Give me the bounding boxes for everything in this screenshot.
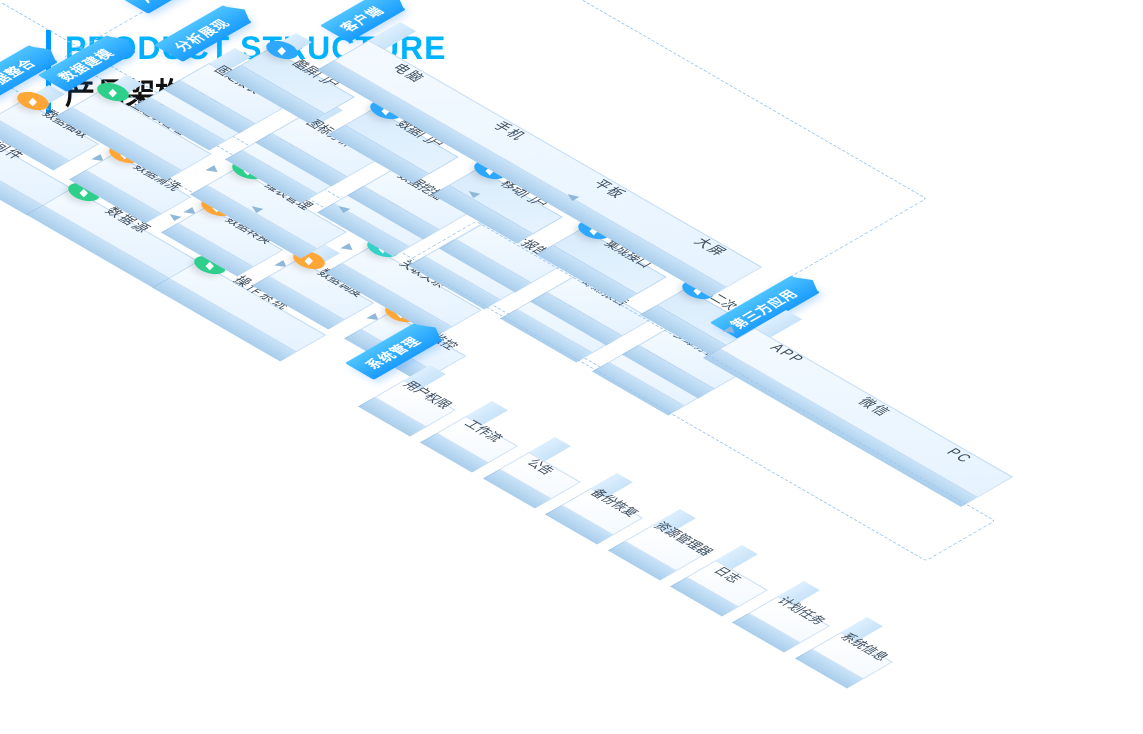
diagram-stage: 支持软件◆中间件◆数据源◆操作系统ABI一站式数据分析平台数据整合◆数据抽取▸◆… (40, 80, 1100, 720)
